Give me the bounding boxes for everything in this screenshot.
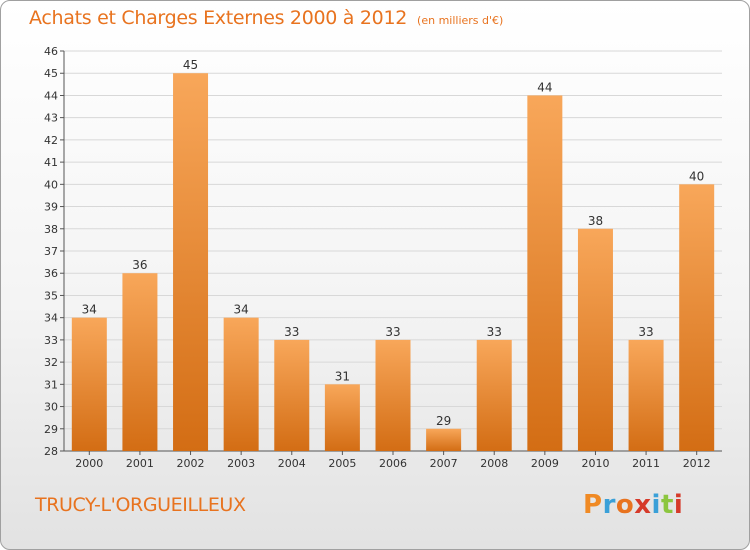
- value-label: 33: [284, 325, 299, 339]
- x-tick-label: 2002: [177, 457, 205, 470]
- bar-2007: [426, 428, 462, 451]
- bar-2010: [577, 228, 613, 451]
- x-tick-label: 2009: [531, 457, 559, 470]
- x-tick-label: 2001: [126, 457, 154, 470]
- title-row: Achats et Charges Externes 2000 à 2012 (e…: [29, 7, 503, 29]
- y-tick-label: 44: [44, 89, 58, 102]
- x-tick-label: 2004: [278, 457, 306, 470]
- brand-letter: r: [602, 490, 616, 520]
- labels: 34 2000 36 2001 45 2002 34 2003 33 2004 31 2005 33 20…: [75, 58, 710, 470]
- value-label: 40: [689, 169, 704, 183]
- brand-letter: i: [673, 490, 684, 520]
- value-label: 45: [183, 58, 198, 72]
- proxiti-logo: Proxiti: [583, 490, 683, 520]
- value-label: 36: [132, 258, 147, 272]
- value-label: 44: [537, 80, 552, 94]
- y-tick-label: 36: [44, 267, 58, 280]
- y-tick-label: 46: [44, 45, 58, 58]
- bar-2000: [71, 317, 107, 451]
- x-tick-label: 2010: [581, 457, 609, 470]
- value-label: 33: [638, 325, 653, 339]
- y-tick-label: 35: [44, 289, 58, 302]
- value-label: 29: [436, 414, 451, 428]
- x-tick-label: 2006: [379, 457, 407, 470]
- value-label: 31: [335, 369, 350, 383]
- bar-2012: [679, 184, 715, 452]
- x-tick-label: 2007: [430, 457, 458, 470]
- bar-2005: [324, 384, 360, 451]
- y-tick-label: 38: [44, 223, 58, 236]
- y-tick-label: 32: [44, 356, 58, 369]
- value-label: 33: [385, 325, 400, 339]
- y-tick-label: 30: [44, 401, 58, 414]
- x-tick-label: 2000: [75, 457, 103, 470]
- y-tick-label: 31: [44, 378, 58, 391]
- bar-2011: [628, 339, 664, 451]
- bar-2009: [527, 95, 563, 451]
- y-tick-label: 39: [44, 201, 58, 214]
- x-tick-label: 2003: [227, 457, 255, 470]
- x-tick-label: 2005: [328, 457, 356, 470]
- x-tick-label: 2008: [480, 457, 508, 470]
- x-tick-label: 2012: [683, 457, 711, 470]
- chart-unit: (en milliers d'€): [417, 14, 504, 27]
- bar-2008: [476, 339, 512, 451]
- chart-title: Achats et Charges Externes 2000 à 2012: [29, 7, 408, 29]
- bar-2002: [173, 73, 209, 451]
- y-tick-label: 37: [44, 245, 58, 258]
- y-tick-label: 33: [44, 334, 58, 347]
- value-label: 34: [234, 303, 249, 317]
- value-label: 38: [588, 214, 603, 228]
- y-tick-label: 34: [44, 312, 58, 325]
- commune-name: TRUCY-L'ORGUEILLEUX: [35, 494, 246, 516]
- brand-letter: i: [651, 490, 661, 520]
- y-tick-label: 43: [44, 112, 58, 125]
- bar-2003: [223, 317, 259, 451]
- y-tick-label: 40: [44, 178, 58, 191]
- brand-letter: x: [634, 490, 652, 520]
- bar-2006: [375, 339, 411, 451]
- y-tick-label: 41: [44, 156, 58, 169]
- value-label: 33: [487, 325, 502, 339]
- bar-2004: [274, 339, 310, 451]
- x-tick-label: 2011: [632, 457, 660, 470]
- bar-2001: [122, 273, 158, 451]
- brand-letter: P: [583, 490, 603, 520]
- y-tick-label: 28: [44, 445, 58, 458]
- bars: [71, 73, 715, 452]
- y-tick-label: 29: [44, 423, 58, 436]
- brand-letter: t: [660, 490, 674, 520]
- y-tick-label: 45: [44, 67, 58, 80]
- brand-letter: o: [615, 490, 635, 520]
- y-tick-label: 42: [44, 134, 58, 147]
- value-label: 34: [82, 303, 97, 317]
